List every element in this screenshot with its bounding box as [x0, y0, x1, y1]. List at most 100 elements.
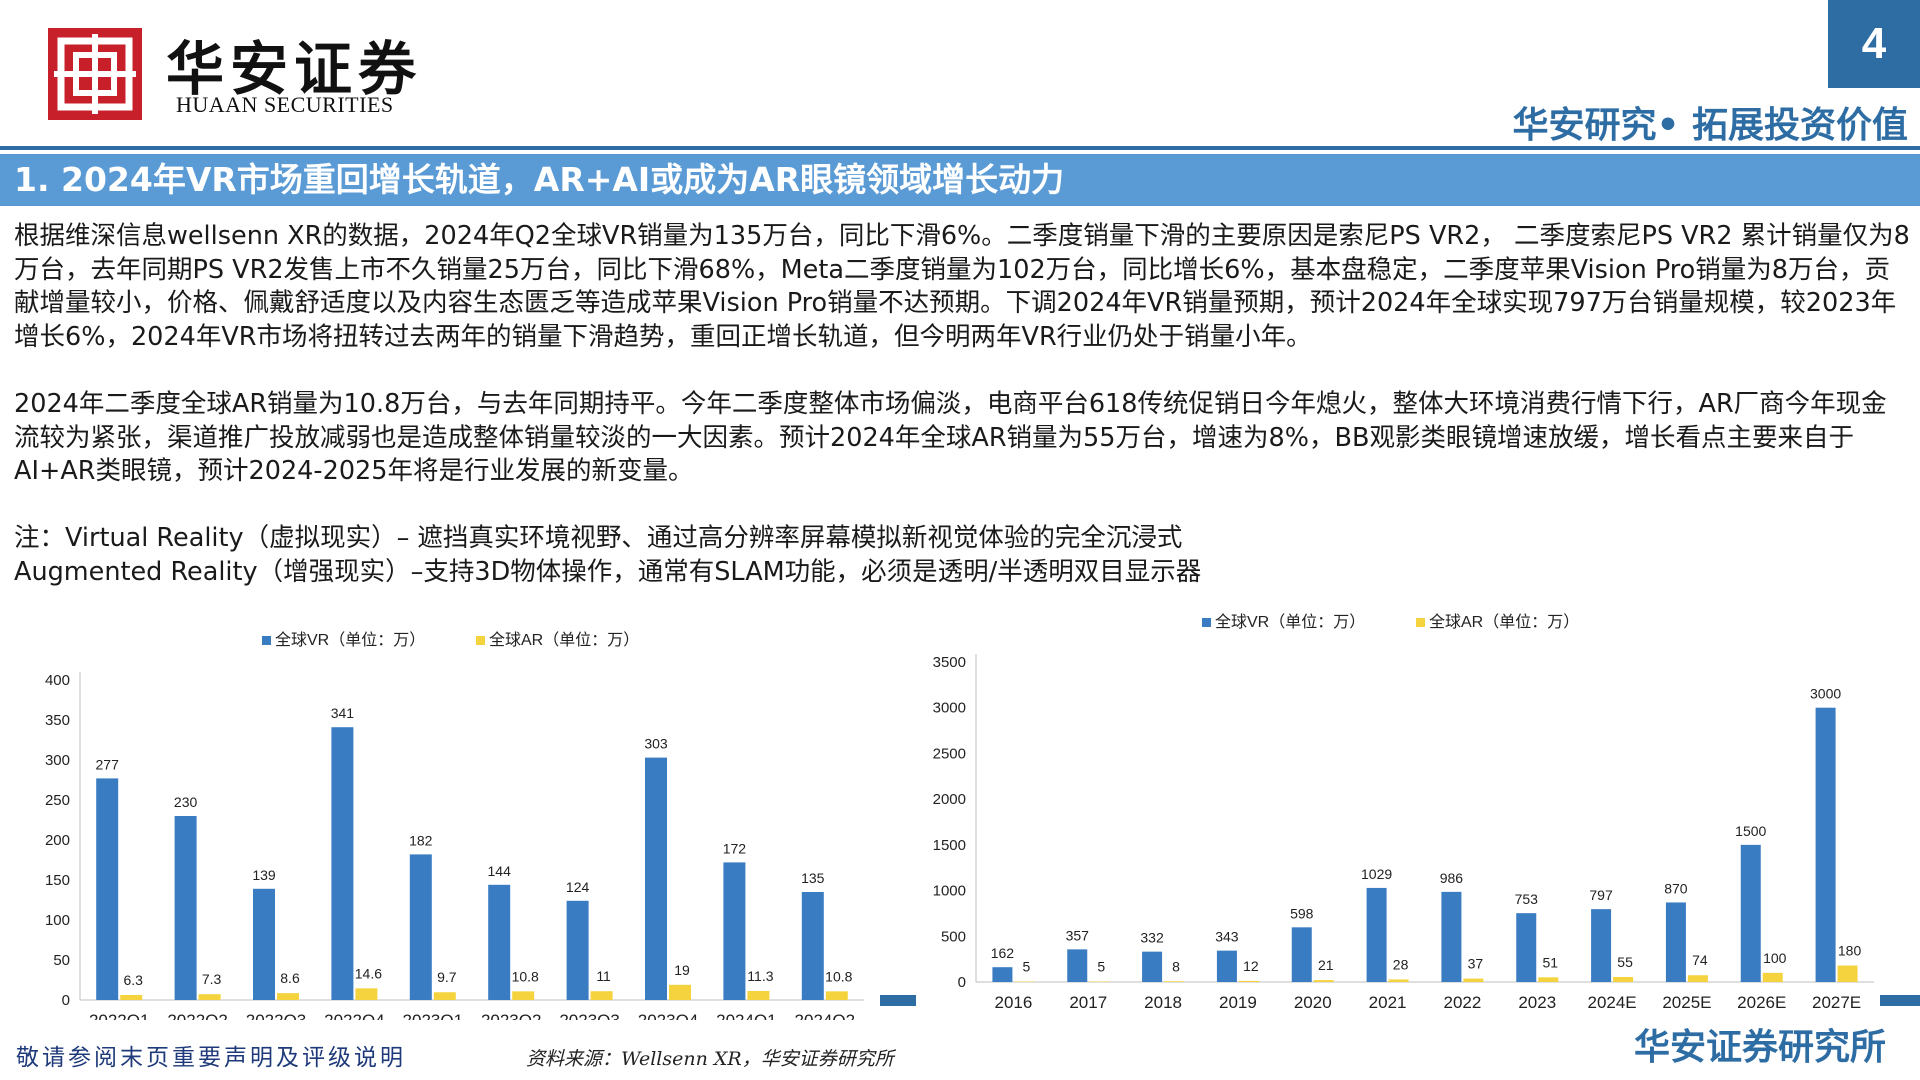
x-tick-label: 2023Q4 — [638, 1011, 699, 1020]
legend-label-ar: 全球AR（单位：万） — [1429, 613, 1579, 631]
bar-vr — [1142, 951, 1163, 982]
y-tick-label: 1000 — [933, 883, 966, 900]
data-label-vr: 172 — [723, 840, 747, 856]
y-tick-label: 2500 — [933, 745, 966, 762]
data-label-ar: 21 — [1318, 957, 1334, 973]
bar-vr — [566, 900, 589, 1000]
bar-vr — [1516, 913, 1537, 982]
data-label-vr: 182 — [409, 832, 433, 848]
y-tick-label: 100 — [45, 912, 70, 929]
x-tick-label: 2027E — [1812, 993, 1861, 1012]
bar-vr — [1366, 887, 1387, 982]
x-tick-label: 2022Q4 — [324, 1011, 385, 1020]
data-label-vr: 797 — [1589, 887, 1613, 903]
legend-label-vr: 全球VR（单位：万） — [1215, 613, 1365, 631]
data-label-ar: 14.6 — [355, 965, 382, 981]
x-tick-label: 2026E — [1737, 993, 1786, 1012]
data-label-ar: 5 — [1023, 959, 1031, 975]
data-label-ar: 51 — [1542, 954, 1558, 970]
bar-vr — [174, 816, 197, 1000]
bar-vr — [1740, 844, 1761, 982]
bar-vr — [723, 862, 746, 1000]
data-label-vr: 332 — [1140, 930, 1164, 946]
quarterly-sales-chart: 全球VR（单位：万） 全球AR（单位：万） 0 50 100 150 200 250 300 35… — [45, 631, 864, 1020]
section-title-band — [0, 154, 1920, 206]
data-label-vr: 870 — [1664, 880, 1688, 896]
data-label-vr: 162 — [991, 945, 1015, 961]
bar-vr — [409, 854, 432, 1000]
data-label-ar: 6.3 — [123, 972, 143, 988]
footer-disclaimer: 敬请参阅末页重要声明及评级说明 — [16, 1045, 406, 1071]
bar-ar — [355, 988, 378, 1000]
bar-vr — [992, 967, 1013, 982]
x-tick-label: 2024E — [1587, 993, 1636, 1012]
legend-swatch-ar — [476, 636, 485, 645]
x-tick-label: 2023Q2 — [481, 1011, 542, 1020]
data-label-vr: 753 — [1515, 891, 1539, 907]
x-tick-label: 2023Q3 — [559, 1011, 620, 1020]
x-tick-label: 2022 — [1444, 993, 1482, 1012]
bar-vr — [801, 892, 824, 1000]
x-tick-label: 2022Q3 — [246, 1011, 307, 1020]
data-label-ar: 7.3 — [202, 971, 222, 987]
bar-ar — [1313, 980, 1334, 982]
logo-chinese-name: 华安证券 — [166, 35, 423, 103]
bar-ar — [1762, 972, 1783, 982]
y-tick-label: 300 — [45, 752, 70, 769]
legend-swatch-ar — [1416, 618, 1425, 627]
bar-ar — [512, 991, 535, 1000]
data-label-ar: 180 — [1838, 943, 1862, 959]
data-label-ar: 9.7 — [437, 969, 457, 985]
y-tick-label: 3500 — [933, 654, 966, 671]
section-title: 1. 2024年VR市场重回增长轨道，AR+AI或成为AR眼镜领域增长动力 — [14, 160, 1065, 199]
bar-ar — [1164, 981, 1185, 982]
data-label-ar: 37 — [1468, 956, 1484, 972]
y-tick-label: 350 — [45, 712, 70, 729]
bar-vr — [1815, 707, 1836, 982]
data-label-ar: 28 — [1393, 956, 1409, 972]
data-label-ar: 19 — [674, 962, 690, 978]
notes: 注：Virtual Reality（虚拟现实）– 遮挡真实环境视野、通过高分辨率… — [14, 522, 1910, 589]
data-label-vr: 3000 — [1810, 686, 1841, 702]
y-tick-label: 50 — [53, 952, 70, 969]
data-label-vr: 139 — [252, 867, 276, 883]
data-label-vr: 341 — [331, 705, 355, 721]
chart-divider-mark — [880, 995, 916, 1006]
y-tick-label: 250 — [45, 792, 70, 809]
chart-end-mark — [1880, 995, 1920, 1006]
x-tick-label: 2020 — [1294, 993, 1332, 1012]
bar-ar — [747, 990, 770, 1000]
data-label-vr: 135 — [801, 870, 825, 886]
page-number: 4 — [1828, 0, 1920, 88]
bar-ar — [825, 991, 848, 1000]
header-rule — [0, 146, 1920, 150]
y-tick-label: 400 — [45, 672, 70, 689]
y-tick-label: 500 — [941, 928, 966, 945]
bar-ar — [1463, 978, 1484, 982]
data-label-vr: 277 — [96, 756, 120, 772]
bar-vr — [1067, 949, 1088, 982]
data-label-vr: 144 — [488, 863, 512, 879]
legend-label-ar: 全球AR（单位：万） — [489, 631, 639, 649]
bar-ar — [120, 994, 143, 1000]
bar-ar — [590, 991, 613, 1000]
paragraph-ar: 2024年二季度全球AR销量为10.8万台，与去年同期持平。今年二季度整体市场偏… — [14, 389, 1887, 486]
bar-ar — [669, 984, 691, 1000]
x-tick-label: 2022Q2 — [167, 1011, 228, 1020]
x-tick-label: 2024Q2 — [795, 1011, 856, 1020]
paragraph-vr: 根据维深信息wellsenn XR的数据，2024年Q2全球VR销量为135万台… — [14, 221, 1910, 352]
data-label-ar: 74 — [1692, 952, 1708, 968]
data-label-ar: 11.3 — [747, 968, 773, 984]
bar-vr — [1216, 950, 1237, 982]
data-label-ar: 11 — [596, 968, 611, 984]
bar-ar — [433, 992, 456, 1000]
bar-vr — [1665, 902, 1686, 982]
x-tick-label: 2017 — [1069, 993, 1107, 1012]
y-tick-label: 0 — [62, 992, 70, 1009]
footer-source: 资料来源：Wellsenn XR，华安证券研究所 — [526, 1048, 894, 1070]
x-tick-label: 2024Q1 — [716, 1011, 777, 1020]
bar-vr — [488, 884, 511, 1000]
data-label-vr: 1500 — [1735, 823, 1766, 839]
data-label-ar: 8.6 — [280, 970, 300, 986]
y-tick-label: 0 — [958, 974, 966, 991]
